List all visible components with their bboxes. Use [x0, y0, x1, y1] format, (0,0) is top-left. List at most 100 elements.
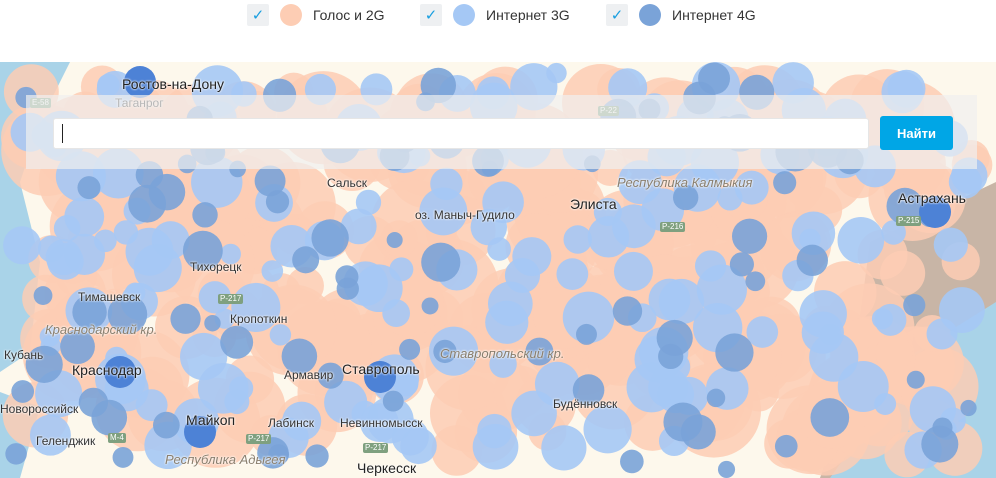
coverage-4g-area: [672, 184, 699, 211]
coverage-4g-area: [153, 411, 180, 439]
checkbox-internet-4g[interactable]: ✓: [606, 4, 628, 26]
legend-label: Голос и 2G: [313, 7, 385, 23]
coverage-3g-area: [360, 403, 399, 442]
coverage-4g-area: [420, 67, 457, 104]
coverage-4g-area: [311, 219, 349, 257]
coverage-3g-area: [487, 237, 511, 261]
coverage-4g-area: [292, 246, 320, 274]
road-badge: Р-217: [246, 434, 272, 444]
coverage-4g-area: [107, 294, 148, 335]
internet-3g-swatch: [453, 4, 475, 26]
text-cursor: [62, 124, 63, 143]
coverage-4g-area: [25, 345, 63, 383]
coverage-4g-area: [192, 202, 218, 228]
coverage-4g-area: [421, 242, 461, 282]
coverage-3g-area: [512, 237, 552, 277]
coverage-4g-area: [265, 190, 290, 214]
city-label[interactable]: Астрахань: [898, 190, 966, 206]
city-label[interactable]: Армавир: [284, 368, 334, 382]
checkbox-internet-3g[interactable]: ✓: [420, 4, 442, 26]
city-label[interactable]: Сальск: [327, 176, 367, 190]
coverage-3g-area: [874, 393, 897, 415]
coverage-4g-area: [796, 244, 828, 277]
city-4g-area: [184, 416, 216, 448]
coverage-4g-area: [773, 171, 797, 195]
city-label[interactable]: Тихорецк: [190, 260, 242, 274]
legend-item-voice-2g[interactable]: ✓ Голос и 2G: [247, 3, 385, 27]
coverage-4g-area: [317, 362, 344, 389]
coverage-3g-area: [933, 227, 968, 262]
coverage-3g-area: [541, 425, 587, 471]
coverage-3g-area: [39, 326, 61, 347]
region-label: Республика Адыгея: [165, 452, 286, 467]
legend-item-internet-4g[interactable]: ✓ Интернет 4G: [606, 3, 756, 27]
coverage-3g-area: [198, 281, 232, 314]
coverage-3g-area: [801, 311, 844, 354]
coverage-3g-area: [355, 264, 403, 313]
city-label[interactable]: Кропоткин: [230, 312, 288, 326]
city-label[interactable]: Ростов-на-Дону: [122, 76, 224, 92]
coverage-3g-area: [261, 260, 284, 282]
coverage-3g-area: [613, 251, 653, 291]
coverage-4g-area: [220, 325, 254, 359]
coverage-3g-area: [563, 225, 592, 254]
coverage-4g-area: [305, 444, 329, 468]
city-label[interactable]: Тимашевск: [78, 290, 141, 304]
coverage-4g-area: [729, 252, 754, 277]
city-label[interactable]: Лабинск: [268, 416, 315, 430]
city-label[interactable]: Будённовск: [553, 397, 618, 411]
coverage-4g-area: [399, 338, 421, 360]
coverage-4g-area: [525, 337, 554, 366]
coverage-3g-area: [391, 418, 429, 456]
coverage-4g-area: [170, 303, 201, 334]
coverage-4g-area: [575, 323, 597, 345]
legend-label: Интернет 4G: [672, 7, 756, 23]
city-label[interactable]: оз. Маныч-Гудило: [415, 208, 515, 222]
coverage-3g-area: [837, 217, 885, 264]
coverage-3g-area: [3, 226, 42, 265]
city-label[interactable]: Ставрополь: [342, 361, 420, 377]
coverage-4g-area: [717, 460, 736, 478]
legend-item-internet-3g[interactable]: ✓ Интернет 3G: [420, 3, 570, 27]
coverage-3g-area: [881, 220, 906, 245]
road-badge: М-4: [108, 433, 126, 443]
search-input[interactable]: [53, 118, 869, 149]
coverage-4g-area: [810, 398, 850, 437]
city-label[interactable]: Элиста: [570, 196, 617, 212]
coverage-3g-area: [938, 287, 985, 333]
coverage-3g-area: [487, 281, 533, 327]
coverage-3g-area: [799, 228, 821, 250]
coverage-3g-area: [419, 187, 468, 236]
city-label[interactable]: Майкоп: [186, 412, 236, 428]
coverage-4g-area: [886, 187, 924, 225]
coverage-3g-area: [133, 243, 182, 293]
coverage-3g-area: [231, 282, 281, 333]
coverage-3g-area: [482, 181, 524, 224]
search-panel: Найти: [26, 95, 977, 169]
coverage-3g-area: [556, 258, 589, 291]
city-label[interactable]: Черкесск: [357, 460, 417, 476]
city-label[interactable]: Новороссийск: [0, 402, 79, 416]
coverage-4g-area: [960, 399, 977, 417]
city-label[interactable]: Кубань: [4, 348, 44, 362]
city-label[interactable]: Невинномысск: [340, 416, 423, 430]
coverage-4g-area: [656, 319, 693, 357]
coverage-3g-area: [612, 204, 656, 249]
coverage-4g-area: [281, 338, 318, 375]
coverage-4g-area: [774, 434, 798, 458]
checkbox-voice-2g[interactable]: ✓: [247, 4, 269, 26]
coverage-4g-area: [421, 297, 439, 315]
coverage-4g-area: [433, 339, 457, 364]
coverage-3g-area: [694, 250, 727, 282]
coverage-3g-area: [53, 215, 81, 242]
search-button[interactable]: Найти: [880, 116, 953, 150]
city-4g-area: [364, 361, 396, 393]
coverage-3g-area: [282, 401, 322, 441]
coverage-4g-area: [612, 296, 643, 326]
city-label[interactable]: Краснодар: [72, 362, 142, 378]
city-label[interactable]: Геленджик: [36, 434, 96, 448]
coverage-3g-area: [511, 390, 557, 437]
coverage-4g-area: [33, 286, 53, 305]
coverage-4g-area: [5, 443, 27, 465]
internet-4g-swatch: [639, 4, 661, 26]
